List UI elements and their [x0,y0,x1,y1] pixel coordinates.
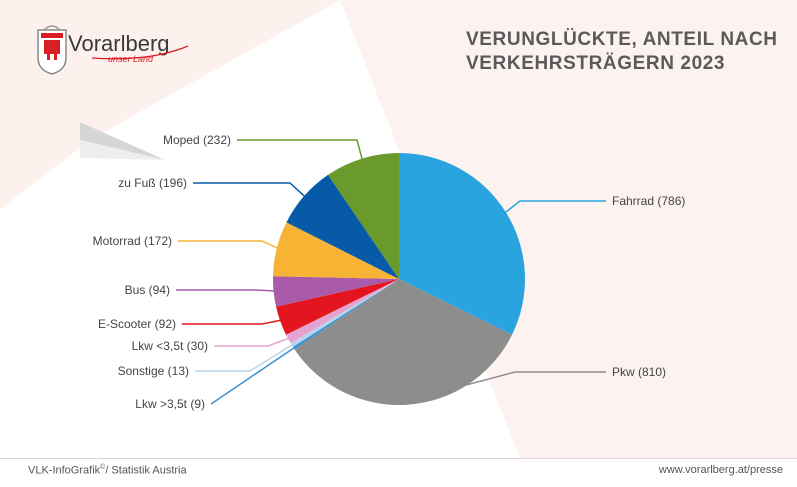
leader-line [237,139,364,163]
footer-url: www.vorarlberg.at/presse [658,464,783,476]
chart-title-line2: VERKEHRSTRÄGERN 2023 [466,53,725,74]
pie-slice [399,153,525,335]
slice-label: Motorrad (172) [93,234,172,248]
slice-label: Moped (232) [163,133,231,147]
pie-slice [290,279,399,347]
slice-label: Fahrrad (786) [612,194,685,208]
leader-line [502,200,606,216]
brand-tagline: unser Land [108,54,154,64]
leader-line [178,240,281,251]
slice-label: Pkw (810) [612,365,666,379]
pie-slice [286,174,399,279]
vorarlberg-logo: Vorarlberg unser Land [37,25,189,75]
slice-label: Bus (94) [125,283,170,297]
footer-source-mark: © [100,464,106,471]
slice-label: Sonstige (13) [118,364,189,378]
leader-line [407,371,606,402]
leader-line [182,318,285,325]
pie-labels: Fahrrad (786) Pkw (810) Lkw >3,5t (9) Sonst… [93,133,686,411]
footer-source-prefix: VLK-InfoGrafik [28,464,101,477]
leader-line [176,289,278,292]
pie-slice [273,222,399,279]
pie-slice [294,279,512,405]
chart-title-line1: VERUNGLÜCKTE, ANTEIL NACH [466,29,778,50]
leader-line [193,182,308,200]
pie-slice [292,279,399,350]
pie-leader-lines [176,139,606,405]
leader-line [195,342,296,372]
footer-divider [0,458,797,459]
slice-label: zu Fuß (196) [118,176,187,190]
footer-source-suffix: / Statistik Austria [105,464,187,477]
brand-name: Vorarlberg [68,31,170,56]
pie-slice [276,279,399,335]
pie-slice [273,276,399,307]
footer-source: VLK-InfoGrafik©/ Statistik Austria [28,464,187,477]
pie-slice [286,279,399,344]
pie-slice [327,153,399,279]
slice-label: Lkw <3,5t (30) [132,339,208,353]
slice-label: Lkw >3,5t (9) [135,397,205,411]
leader-line [214,336,293,347]
slice-label: E-Scooter (92) [98,317,176,331]
leader-line [210,345,298,405]
pie-chart [273,153,525,405]
